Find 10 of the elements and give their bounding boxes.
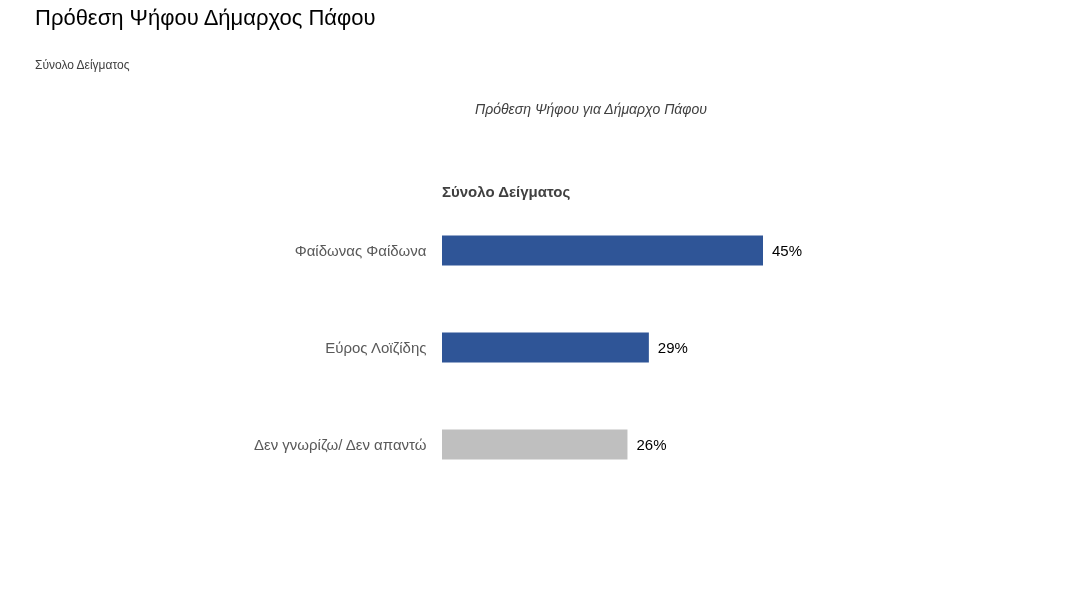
text: Σύνολο Δείγματος	[442, 183, 571, 200]
y-tick-label: Δεν γνωρίζω/ Δεν απαντώ	[253, 435, 427, 453]
data-label: 29%	[657, 338, 688, 356]
data-label: 45%	[772, 241, 803, 259]
y-tick-label: Εύρος Λοϊζίδης	[325, 338, 427, 356]
text: Σύνολο Δείγματος	[35, 58, 130, 72]
y-tick-label: Φαίδωνας Φαίδωνα	[294, 241, 427, 259]
text: Πρόθεση Ψήφου Δήμαρχος Πάφου	[35, 5, 376, 30]
text: Πρόθεση Ψήφου για Δήμαρχο Πάφου	[475, 101, 708, 117]
data-label: 26%	[636, 435, 667, 453]
